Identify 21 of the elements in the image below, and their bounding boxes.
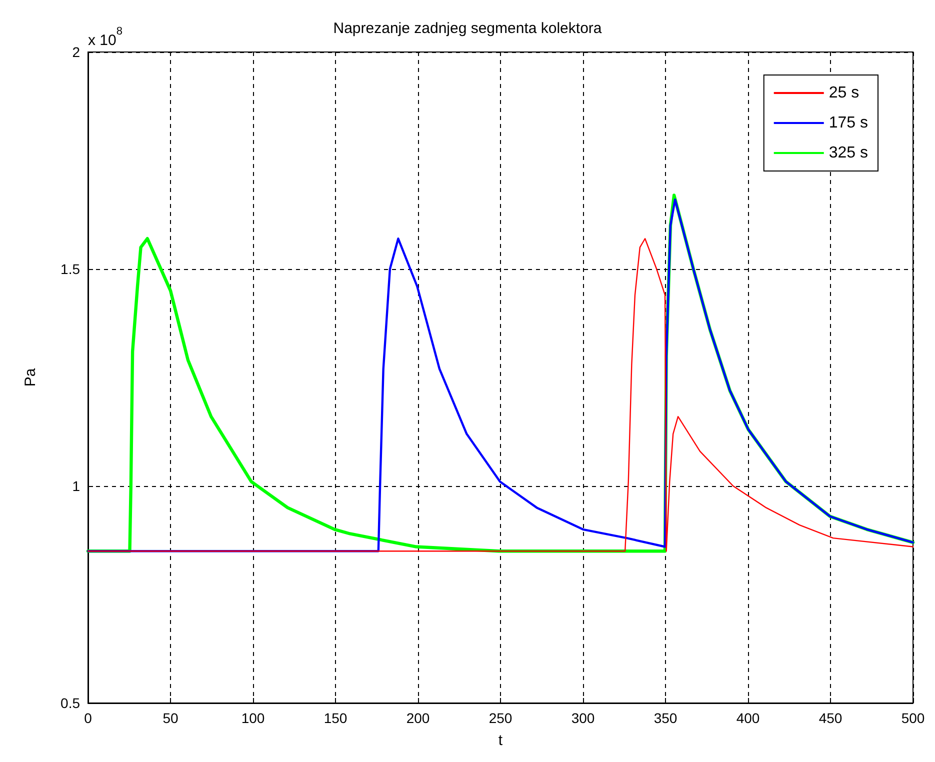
- legend-label: 175 s: [828, 114, 868, 132]
- x-tick-label: 450: [818, 710, 842, 726]
- x-tick-label: 150: [324, 710, 348, 726]
- legend-label: 325 s: [828, 144, 868, 162]
- x-axis-title: t: [498, 732, 504, 749]
- x-tick-label: 100: [241, 710, 265, 726]
- x-tick-label: 250: [488, 710, 512, 726]
- y-tick-label: 1.5: [60, 261, 80, 277]
- x-tick-label: 0: [84, 710, 92, 726]
- x-tick-label: 50: [162, 710, 178, 726]
- x-tick-label: 300: [571, 710, 595, 726]
- x-tick-label: 200: [406, 710, 430, 726]
- chart-title: Naprezanje zadnjeg segmenta kolektora: [333, 20, 602, 37]
- x-tick-label: 400: [736, 710, 760, 726]
- x-tick-label: 350: [654, 710, 678, 726]
- y-tick-label: 2: [72, 44, 80, 60]
- legend-label: 25 s: [828, 84, 860, 102]
- y-tick-label: 0.5: [60, 695, 80, 711]
- y-axis-title: Pa: [22, 368, 39, 387]
- x-tick-label: 500: [901, 710, 925, 726]
- y-tick-label: 1: [72, 478, 80, 494]
